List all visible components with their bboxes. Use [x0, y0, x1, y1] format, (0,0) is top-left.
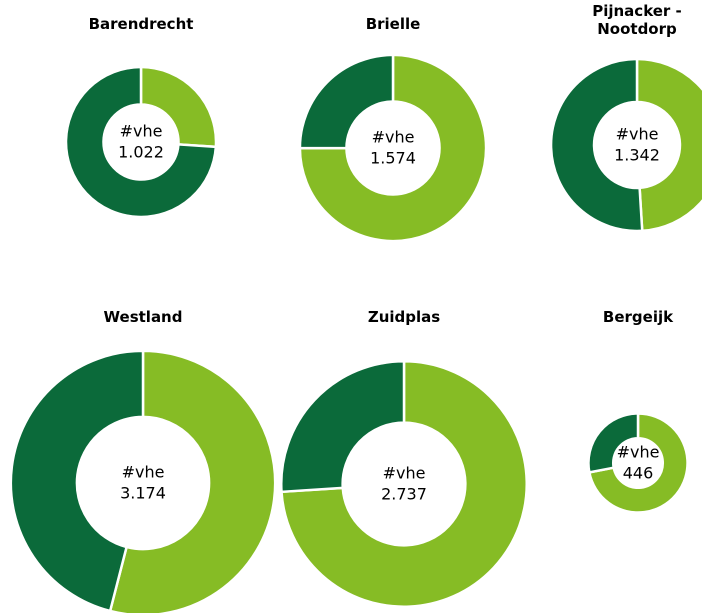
chart-title: Brielle — [365, 15, 421, 33]
center-label: #vhe — [122, 463, 165, 482]
donut-segment — [108, 349, 277, 613]
donut-segment — [298, 53, 395, 150]
donut-segment — [9, 349, 145, 613]
donut-segment — [587, 412, 640, 474]
center-label: #vhe — [383, 464, 426, 483]
center-total: 446 — [623, 464, 654, 483]
chart-title: Barendrecht — [88, 15, 194, 33]
donut-segment — [280, 360, 528, 608]
center-total: 1.574 — [370, 149, 416, 168]
center-total: 3.174 — [120, 484, 166, 503]
chart-title: Pijnacker - Nootdorp — [592, 2, 682, 38]
center-label: #vhe — [120, 122, 163, 141]
center-label: #vhe — [372, 128, 415, 147]
donut-segment — [587, 412, 689, 514]
donut-segment — [549, 57, 644, 233]
chart-title: Westland — [103, 308, 183, 326]
chart-title: Zuidplas — [367, 308, 441, 326]
center-label: #vhe — [616, 125, 659, 144]
donut-segment — [64, 65, 218, 219]
donut-segment — [280, 360, 406, 494]
center-total: 1.022 — [118, 143, 164, 162]
donut-segment — [635, 57, 702, 233]
center-label: #vhe — [617, 443, 660, 462]
chart-title: Bergeijk — [602, 308, 674, 326]
center-total: 1.342 — [614, 146, 660, 165]
center-total: 2.737 — [381, 485, 427, 504]
donut-segment — [298, 53, 488, 243]
